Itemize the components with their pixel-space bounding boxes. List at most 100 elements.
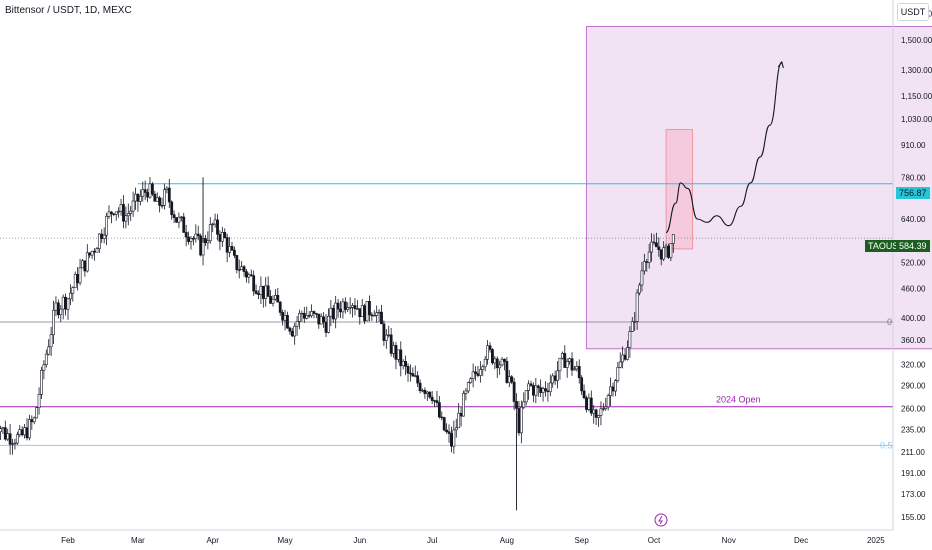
candle-body xyxy=(556,370,559,381)
candle-body xyxy=(49,334,53,348)
fib-half-label: 0.5 xyxy=(880,440,893,450)
candle-body xyxy=(524,390,528,403)
trade-zone xyxy=(665,129,693,250)
candle-body xyxy=(630,321,634,332)
candle-body xyxy=(510,376,514,383)
candle-body xyxy=(416,375,420,384)
candle-body xyxy=(498,364,502,369)
candle-body xyxy=(532,385,535,396)
candle-body xyxy=(618,361,622,368)
candle-body xyxy=(8,433,12,445)
candle-body xyxy=(37,394,41,408)
candle-body xyxy=(527,383,531,391)
candle-body xyxy=(493,358,497,364)
candle-body xyxy=(445,429,449,432)
candle-body xyxy=(327,315,330,333)
candle-body xyxy=(623,354,627,360)
candle-body xyxy=(573,368,576,371)
candle-body xyxy=(42,364,46,371)
candle-body xyxy=(662,247,666,260)
candle-body xyxy=(667,245,670,258)
candle-body xyxy=(249,274,253,276)
candle-body xyxy=(134,193,137,202)
candle-body xyxy=(148,183,152,198)
candle-body xyxy=(196,233,200,237)
candle-body xyxy=(273,294,277,300)
candle-body xyxy=(47,346,51,355)
candle-body xyxy=(220,232,224,242)
candle-body xyxy=(536,385,540,388)
candle-body xyxy=(61,296,65,310)
x-tick-label: Sep xyxy=(575,536,590,545)
candle-body xyxy=(271,298,275,304)
candle-body xyxy=(177,216,181,223)
candle-body xyxy=(310,311,313,317)
forecast-path xyxy=(665,61,783,234)
x-tick-label: Apr xyxy=(206,536,219,545)
candle-body xyxy=(428,391,432,398)
candle-body xyxy=(184,232,188,238)
candle-body xyxy=(664,245,668,249)
candle-body xyxy=(568,358,571,362)
candle-body xyxy=(541,388,545,393)
candle-body xyxy=(300,312,304,315)
candle-body xyxy=(425,391,429,394)
candle-body xyxy=(565,361,569,368)
candle-body xyxy=(100,233,104,239)
candle-body xyxy=(302,312,306,319)
currency-selector[interactable]: USDT xyxy=(897,3,929,21)
candle-body xyxy=(614,380,617,392)
candle-body xyxy=(78,267,82,284)
candle-body xyxy=(18,429,22,435)
candle-body xyxy=(471,371,475,379)
candle-body xyxy=(0,428,2,432)
candle-body xyxy=(211,223,215,226)
candle-body xyxy=(107,211,111,217)
candle-body xyxy=(73,273,77,288)
candle-body xyxy=(15,434,19,444)
candle-body xyxy=(66,298,70,310)
candle-body xyxy=(105,216,108,236)
y-tick-label: 360.00 xyxy=(901,336,926,345)
candle-body xyxy=(235,255,239,270)
candle-body xyxy=(478,369,482,376)
candle-body xyxy=(88,252,92,256)
candle-body xyxy=(95,248,99,253)
y-tick-label: 520.00 xyxy=(901,259,926,268)
candle-body xyxy=(611,386,615,392)
candle-body xyxy=(633,321,637,323)
candle-body xyxy=(317,313,321,325)
y-tick-label: 1,500.00 xyxy=(901,36,932,45)
candle-body xyxy=(112,213,116,215)
candle-body xyxy=(122,204,125,222)
candle-body xyxy=(138,195,142,202)
y-tick-label: 211.00 xyxy=(901,448,925,457)
candle-body xyxy=(353,305,357,309)
x-tick-label: Mar xyxy=(131,536,145,545)
candle-body xyxy=(348,307,352,309)
y-tick-label: 1,300.00 xyxy=(901,66,932,75)
candle-body xyxy=(85,252,89,272)
candle-body xyxy=(1,427,5,430)
candle-body xyxy=(585,397,588,410)
candle-body xyxy=(54,302,58,311)
candle-body xyxy=(64,296,67,310)
candle-body xyxy=(442,417,446,431)
candle-body xyxy=(360,305,364,317)
candle-body xyxy=(339,308,342,313)
candle-body xyxy=(204,238,207,244)
candle-body xyxy=(370,314,374,317)
candle-body xyxy=(126,213,130,217)
candle-body xyxy=(242,266,246,272)
candle-body xyxy=(655,242,658,248)
candle-body xyxy=(223,232,227,238)
candle-body xyxy=(286,315,289,329)
lightning-icon xyxy=(654,513,668,527)
candle-body xyxy=(160,205,164,207)
candle-body xyxy=(399,349,403,367)
candle-body xyxy=(563,353,567,368)
candle-body xyxy=(363,305,367,322)
candle-body xyxy=(621,354,625,363)
candle-body xyxy=(577,366,581,379)
